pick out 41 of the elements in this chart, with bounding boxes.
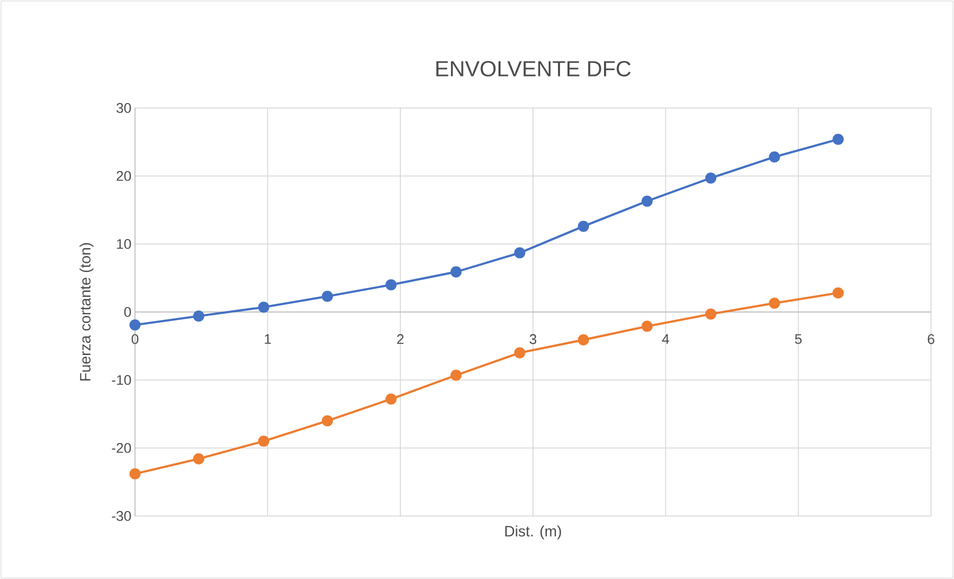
x-tick-label: 3 xyxy=(530,334,536,344)
point xyxy=(514,247,526,258)
chart-title: ENVOLVENTE DFC xyxy=(436,60,631,76)
point xyxy=(193,310,204,322)
point xyxy=(129,319,141,330)
point xyxy=(450,370,462,381)
y-tick-label: 20 xyxy=(116,171,131,181)
x-tick-label: 2 xyxy=(397,334,404,344)
point xyxy=(322,290,333,302)
y-tick-label: 10 xyxy=(117,239,131,249)
y-tick-label: 0 xyxy=(124,307,131,317)
x-tick-label: 4 xyxy=(662,334,670,344)
point xyxy=(705,172,716,184)
x-tick-label: 5 xyxy=(795,334,802,344)
point xyxy=(193,453,204,464)
point xyxy=(768,298,780,309)
point xyxy=(385,393,397,405)
point xyxy=(129,468,141,480)
point xyxy=(450,266,462,278)
point xyxy=(258,436,270,447)
point xyxy=(832,287,844,299)
x-axis-title: Dist. (m) xyxy=(505,526,561,540)
point xyxy=(705,308,716,320)
point xyxy=(768,151,780,163)
point xyxy=(385,279,397,290)
point xyxy=(514,347,526,358)
point xyxy=(642,196,653,207)
y-axis-title: Fuerza cortante (ton) xyxy=(80,243,94,381)
point xyxy=(258,302,270,313)
y-tick-label: -10 xyxy=(112,375,131,385)
point xyxy=(322,415,333,426)
point xyxy=(832,134,844,145)
point xyxy=(642,320,653,332)
x-tick-label: 1 xyxy=(264,334,271,344)
y-tick-label: -30 xyxy=(112,511,131,521)
y-tick-label: 30 xyxy=(116,103,131,113)
point xyxy=(578,334,589,346)
x-tick-label: 0 xyxy=(132,334,138,344)
x-tick-label: 6 xyxy=(928,334,934,344)
point xyxy=(578,220,589,232)
y-tick-label: -20 xyxy=(112,443,131,453)
